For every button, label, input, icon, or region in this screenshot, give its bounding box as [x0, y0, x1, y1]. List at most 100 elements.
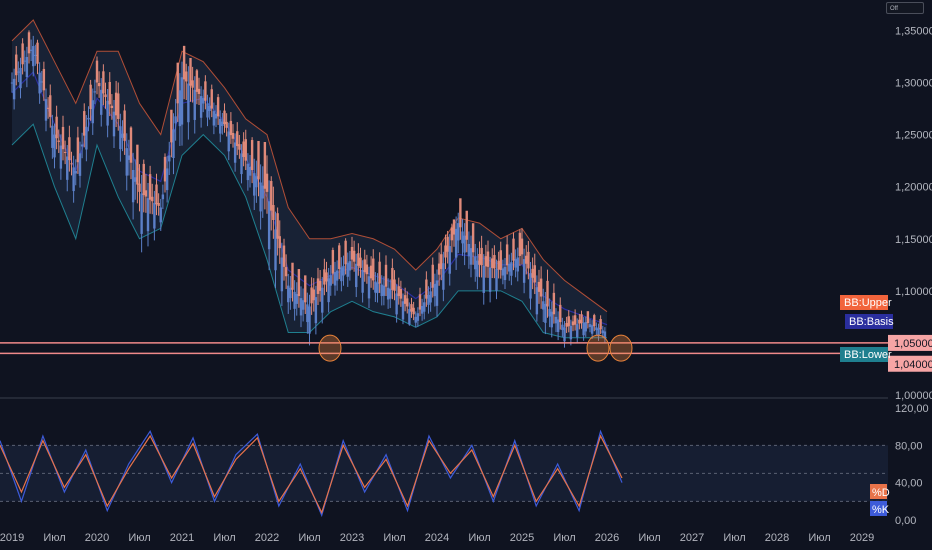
candle-body	[225, 121, 228, 128]
candle-body	[289, 287, 292, 299]
candle-body	[151, 196, 154, 202]
candle-body	[272, 205, 275, 220]
candle-body	[214, 113, 218, 119]
candle-body	[446, 236, 449, 252]
candle-body	[191, 80, 194, 88]
candle-body	[44, 99, 48, 121]
candle-body	[554, 316, 558, 324]
candle-body	[97, 82, 101, 87]
candle-body	[146, 198, 150, 232]
candle-body	[418, 294, 422, 310]
candle-body	[176, 62, 179, 104]
osc-axis-tick: 40,00	[895, 478, 923, 490]
price-axis-tick: 1,00000	[895, 390, 932, 402]
candle-body	[257, 140, 260, 180]
candle-body	[556, 319, 560, 332]
candle-body	[195, 70, 199, 92]
price-label-badge	[888, 334, 932, 351]
candle-body	[542, 301, 545, 310]
candle-body	[68, 137, 71, 161]
candle-body	[548, 309, 551, 317]
legend-badge	[840, 295, 888, 310]
candle-body	[53, 134, 56, 158]
candle-body	[323, 269, 326, 285]
candle-body	[395, 293, 398, 315]
candle-body	[527, 251, 530, 269]
candle-body	[433, 284, 437, 297]
price-axis-tick: 1,35000	[895, 25, 932, 37]
candle-body	[484, 256, 488, 267]
candle-body	[497, 260, 500, 270]
candle-body	[552, 292, 556, 315]
candle-body	[565, 323, 568, 327]
time-axis-tick: Июл	[128, 532, 150, 544]
candle-body	[168, 155, 171, 162]
candle-body	[516, 257, 519, 272]
candle-body	[306, 304, 309, 323]
legend-bb-lower: BB:Lower	[844, 349, 892, 361]
candle-body	[63, 151, 67, 153]
candle-body	[174, 116, 177, 124]
osc-axis-tick: 80,00	[895, 440, 923, 452]
candle-body	[567, 316, 570, 327]
candle-body	[159, 207, 162, 223]
candle-body	[414, 316, 417, 323]
price-axis-tick: 1,20000	[895, 182, 932, 194]
candle-body	[352, 250, 356, 262]
candle-body	[582, 322, 585, 336]
off-toggle-button[interactable]: Off	[886, 2, 924, 14]
candle-body	[278, 236, 281, 249]
candle-body	[78, 153, 82, 176]
candle-body	[153, 202, 156, 229]
candle-body	[361, 270, 364, 293]
candle-body	[463, 235, 466, 253]
candle-body	[461, 231, 464, 244]
low-marker-circle	[609, 334, 633, 362]
candle-body	[571, 321, 575, 326]
candle-body	[561, 324, 564, 331]
candle-body	[70, 163, 73, 165]
candle-body	[469, 248, 473, 265]
candle-body	[535, 287, 539, 315]
candle-body	[369, 265, 373, 279]
candle-body	[312, 289, 315, 301]
candle-body	[580, 314, 583, 324]
candle-body	[501, 268, 505, 276]
candle-body	[293, 291, 296, 309]
candle-body	[382, 285, 386, 296]
candle-body	[49, 95, 52, 117]
candle-body	[584, 322, 587, 332]
candle-body	[474, 256, 477, 270]
candle-body	[131, 170, 135, 203]
candle-body	[393, 279, 396, 291]
oscillator-pane	[0, 429, 888, 518]
candle-body	[348, 261, 352, 271]
candle-body	[202, 98, 205, 104]
candle-body	[340, 267, 343, 282]
candle-body	[34, 54, 37, 56]
candle-body	[412, 307, 415, 315]
candle-body	[29, 49, 33, 51]
time-axis-tick: Июл	[298, 532, 320, 544]
candle-body	[316, 278, 320, 294]
candle-body	[440, 254, 443, 269]
candle-body	[522, 259, 526, 283]
candle-body	[129, 127, 133, 163]
candle-body	[416, 313, 420, 321]
price-axis-tick: 1,30000	[895, 78, 932, 90]
candle-body	[112, 111, 116, 137]
candle-body	[454, 228, 458, 258]
candle-body	[427, 295, 430, 305]
candle-body	[342, 265, 345, 276]
candle-body	[376, 282, 379, 294]
candle-body	[284, 267, 288, 277]
candle-body	[450, 227, 454, 241]
candle-body	[182, 45, 186, 80]
candle-body	[482, 265, 485, 293]
candle-body	[10, 82, 14, 84]
candle-body	[444, 245, 447, 258]
candle-body	[338, 245, 341, 269]
candle-body	[480, 247, 483, 266]
bb-band-fill	[12, 20, 607, 338]
